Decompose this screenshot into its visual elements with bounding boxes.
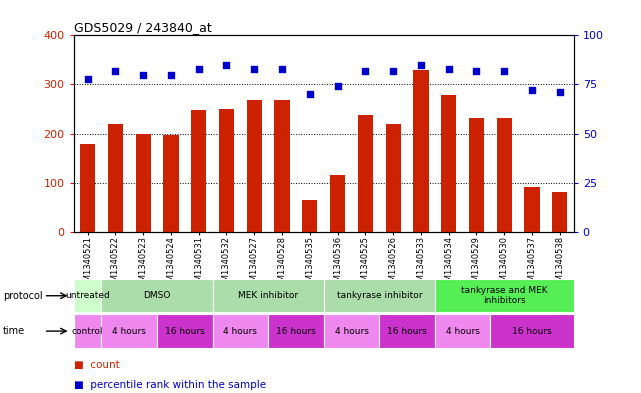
Text: 4 hours: 4 hours [335,327,369,336]
Point [221,62,231,68]
Point [554,89,565,95]
Point [471,68,481,74]
Text: DMSO: DMSO [144,291,171,300]
Bar [80,144,96,232]
Text: untreated: untreated [65,291,110,300]
Point [110,68,121,74]
Point [83,75,93,82]
Text: time: time [3,326,26,336]
Bar [157,314,213,348]
Text: 16 hours: 16 hours [276,327,316,336]
Bar [490,314,574,348]
Bar [324,279,435,312]
Text: 16 hours: 16 hours [165,327,204,336]
Bar [191,110,206,232]
Bar [435,279,574,312]
Bar [213,314,268,348]
Text: protocol: protocol [3,291,43,301]
Bar [435,314,490,348]
Bar [441,95,456,232]
Bar [552,191,567,232]
Bar [135,134,151,232]
Text: MEK inhibitor: MEK inhibitor [238,291,298,300]
Point [416,62,426,68]
Bar [268,314,324,348]
Text: 4 hours: 4 hours [224,327,257,336]
Point [444,66,454,72]
Bar [247,100,262,232]
Bar [213,279,324,312]
Bar [108,124,123,232]
Text: GDS5029 / 243840_at: GDS5029 / 243840_at [74,21,212,34]
Bar [330,175,345,232]
Bar [302,200,317,232]
Bar [101,279,213,312]
Text: 16 hours: 16 hours [387,327,427,336]
Text: 4 hours: 4 hours [112,327,146,336]
Text: ■  count: ■ count [74,360,119,371]
Point [333,83,343,90]
Bar [274,100,290,232]
Point [277,66,287,72]
Point [527,87,537,94]
Bar [413,70,429,232]
Bar [74,279,101,312]
Point [138,72,148,78]
Point [304,91,315,97]
Bar [469,118,484,232]
Bar [219,109,234,232]
Point [360,68,370,74]
Point [249,66,260,72]
Point [194,66,204,72]
Text: tankyrase inhibitor: tankyrase inhibitor [337,291,422,300]
Point [388,68,398,74]
Bar [385,124,401,232]
Bar [497,118,512,232]
Bar [358,115,373,232]
Text: control: control [72,327,103,336]
Bar [101,314,157,348]
Bar [163,134,179,232]
Bar [524,187,540,232]
Point [166,72,176,78]
Text: ■  percentile rank within the sample: ■ percentile rank within the sample [74,380,266,390]
Text: tankyrase and MEK
inhibitors: tankyrase and MEK inhibitors [461,286,547,305]
Point [499,68,510,74]
Text: 16 hours: 16 hours [512,327,552,336]
Text: 4 hours: 4 hours [445,327,479,336]
Bar [74,314,101,348]
Bar [379,314,435,348]
Bar [324,314,379,348]
